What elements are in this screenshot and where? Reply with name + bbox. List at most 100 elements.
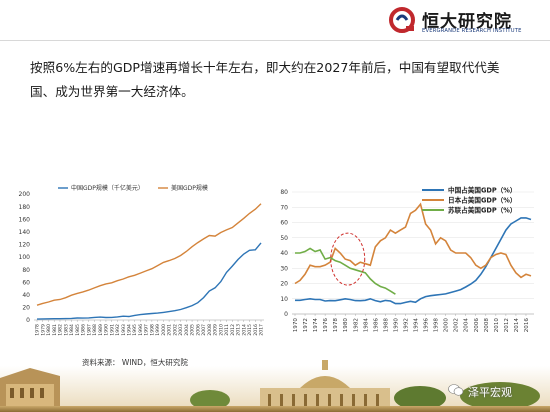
x-tick-label: 1988 — [383, 318, 389, 333]
x-tick-label: 2017 — [259, 324, 265, 336]
source-note: 资料来源： WIND，恒大研究院 — [82, 358, 188, 367]
x-tick-label: 2004 — [464, 318, 470, 333]
legend-label-1: 中国占美国GDP（%） — [448, 185, 516, 194]
series-line-3 — [295, 247, 396, 295]
y-tick-label: 60 — [22, 279, 30, 286]
x-tick-label: 2002 — [172, 324, 178, 336]
x-tick-label: 1979 — [40, 324, 46, 336]
intro-text: 按照6%左右的GDP增速再增长十年左右，即大约在2027年前后，中国有望取代代美… — [30, 60, 500, 99]
x-tick-label: 2009 — [213, 324, 219, 336]
y-tick-label: 180 — [19, 204, 31, 211]
y-tick-label: 0 — [26, 317, 30, 324]
x-tick-label: 2000 — [161, 324, 167, 336]
x-tick-label: 1990 — [393, 318, 399, 333]
series-line-2 — [294, 202, 532, 285]
x-tick-label: 1986 — [81, 324, 87, 336]
x-tick-label: 1982 — [353, 318, 359, 332]
y-tick-label: 30 — [280, 265, 288, 272]
x-tick-label: 1980 — [343, 318, 349, 333]
x-tick-label: 1984 — [69, 324, 75, 336]
x-tick-label: 1993 — [121, 324, 127, 336]
x-tick-label: 2000 — [444, 318, 450, 333]
legend-label-2: 美国GDP规模 — [171, 184, 208, 192]
x-tick-label: 1983 — [63, 324, 69, 336]
y-tick-label: 60 — [280, 220, 288, 227]
x-tick-label: 1987 — [86, 324, 92, 336]
watermark-text: 泽平宏观 — [468, 386, 512, 399]
y-tick-label: 50 — [280, 235, 288, 242]
highlight-circle — [330, 232, 366, 286]
chart-gdp-share-svg: 0 10 20 30 40 50 60 70 80 1970 1972 1974 1976 1978 198… — [280, 185, 534, 333]
legend-label-3: 苏联占美国GDP（%） — [448, 205, 516, 214]
wechat-icon — [448, 384, 464, 396]
x-tick-label: 1974 — [313, 318, 319, 333]
x-tick-label: 1994 — [414, 318, 420, 333]
evergrande-logo-icon — [389, 7, 415, 33]
y-tick-label: 200 — [19, 191, 31, 198]
header-divider — [0, 40, 550, 41]
x-tick-label: 1999 — [155, 324, 161, 336]
logo-subtitle: EVERGRANDE RESEARCH INSTITUTE — [422, 28, 522, 34]
x-tick-label: 2003 — [178, 324, 184, 336]
x-tick-label: 2012 — [230, 324, 236, 336]
x-tick-label: 1984 — [363, 318, 369, 333]
legend-label-1: 中国GDP规模（千亿美元） — [71, 184, 144, 192]
chart-gdp-share: 0 10 20 30 40 50 60 70 80 1970 1972 1974 1976 1978 198… — [272, 180, 544, 350]
x-tick-label: 1990 — [104, 324, 110, 336]
chart-gdp-scale: 0 20 40 60 80 100 120 140 160 180 200 1978 1979 1980 1… — [8, 180, 272, 342]
x-tick-label: 2004 — [184, 324, 190, 336]
y-tick-label: 20 — [22, 305, 30, 312]
x-tick-label: 1998 — [434, 318, 440, 333]
x-tick-label: 2016 — [253, 324, 259, 336]
logo-title: 恒大研究院 — [422, 12, 512, 32]
y-tick-label: 140 — [19, 229, 31, 236]
x-tick-label: 1992 — [115, 324, 121, 336]
x-tick-label: 1985 — [75, 324, 81, 336]
x-tick-label: 1981 — [52, 324, 58, 336]
x-tick-label: 1994 — [126, 324, 132, 336]
x-tick-label: 2008 — [484, 318, 490, 333]
x-tick-label: 1992 — [403, 318, 409, 332]
x-tick-label: 1978 — [333, 318, 339, 333]
series-line-2 — [36, 203, 262, 306]
x-tick-label: 1991 — [109, 324, 115, 336]
x-tick-label: 1998 — [149, 324, 155, 336]
x-tick-label: 1996 — [424, 318, 430, 333]
y-tick-label: 80 — [280, 189, 288, 196]
x-tick-label: 1986 — [373, 318, 379, 333]
y-tick-label: 120 — [19, 242, 31, 249]
y-tick-label: 40 — [280, 250, 288, 257]
x-tick-label: 1982 — [58, 324, 64, 336]
footer-architecture-banner — [0, 360, 550, 412]
y-tick-label: 100 — [19, 254, 31, 261]
x-tick-label: 2012 — [504, 318, 510, 332]
x-tick-label: 2014 — [514, 318, 520, 333]
logo: 恒大研究院 EVERGRANDE RESEARCH INSTITUTE — [388, 6, 548, 40]
x-tick-label: 2002 — [454, 318, 460, 332]
x-tick-label: 1980 — [46, 324, 52, 336]
x-tick-label: 1988 — [92, 324, 98, 336]
x-tick-label: 2016 — [524, 318, 530, 333]
x-tick-label: 1976 — [323, 318, 329, 333]
x-tick-label: 2010 — [494, 318, 500, 333]
x-tick-label: 1995 — [132, 324, 138, 336]
x-tick-label: 2008 — [207, 324, 213, 336]
x-tick-label: 2013 — [236, 324, 242, 336]
y-tick-label: 80 — [22, 267, 30, 274]
x-tick-label: 2006 — [474, 318, 480, 333]
x-tick-label: 2011 — [224, 324, 230, 336]
x-tick-label: 2005 — [190, 324, 196, 336]
x-tick-label: 2015 — [247, 324, 253, 336]
x-tick-label: 1972 — [303, 318, 309, 332]
y-tick-label: 70 — [280, 204, 288, 211]
x-tick-label: 2001 — [167, 324, 173, 336]
x-tick-label: 2014 — [241, 324, 247, 336]
y-tick-label: 20 — [280, 281, 288, 288]
x-tick-label: 1970 — [293, 318, 299, 333]
y-tick-label: 0 — [284, 311, 288, 318]
x-tick-label: 2006 — [195, 324, 201, 336]
y-tick-label: 160 — [19, 216, 31, 223]
x-tick-label: 1989 — [98, 324, 104, 336]
series-line-1 — [36, 242, 262, 320]
x-tick-label: 1978 — [35, 324, 41, 336]
